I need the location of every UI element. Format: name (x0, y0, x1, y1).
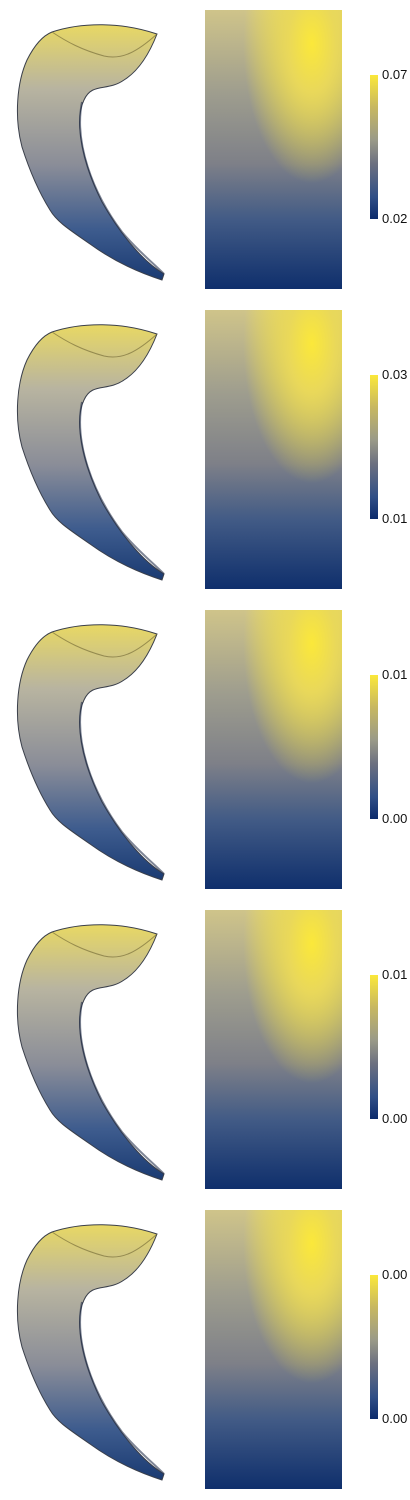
colorbar (370, 375, 378, 519)
colorbar (370, 1275, 378, 1419)
colorbar-max-label: 0.01 (382, 967, 408, 982)
flattened-map (205, 10, 342, 289)
flattened-map (205, 910, 342, 1189)
flattened-map (205, 1210, 342, 1489)
result-panel-3: 0.01 0.00 (0, 600, 410, 900)
colorbar-min-label: 0.00 (382, 1111, 408, 1126)
surface-mesh-3d (16, 624, 165, 881)
colorbar (370, 675, 378, 819)
surface-mesh-3d (16, 924, 165, 1181)
colorbar (370, 75, 378, 219)
colorbar-min-label: 0.00 (382, 811, 408, 826)
result-panel-4: 0.01 0.00 (0, 900, 410, 1200)
surface-mesh-3d (16, 324, 165, 581)
colorbar-max-label: 0.07 (382, 67, 408, 82)
flattened-map (205, 610, 342, 889)
colorbar-min-label: 0.00 (382, 1411, 408, 1426)
colorbar-max-label: 0.03 (382, 367, 408, 382)
colorbar-max-label: 0.01 (382, 667, 408, 682)
colorbar (370, 975, 378, 1119)
surface-mesh-3d (16, 24, 165, 281)
colorbar-min-label: 0.01 (382, 511, 408, 526)
result-panel-2: 0.03 0.01 (0, 300, 410, 600)
result-panel-1: 0.07 0.02 (0, 0, 410, 300)
colorbar-min-label: 0.02 (382, 211, 408, 226)
result-panel-5: 0.00 0.00 (0, 1200, 410, 1500)
colorbar-max-label: 0.00 (382, 1267, 408, 1282)
surface-mesh-3d (16, 1224, 165, 1481)
flattened-map (205, 310, 342, 589)
